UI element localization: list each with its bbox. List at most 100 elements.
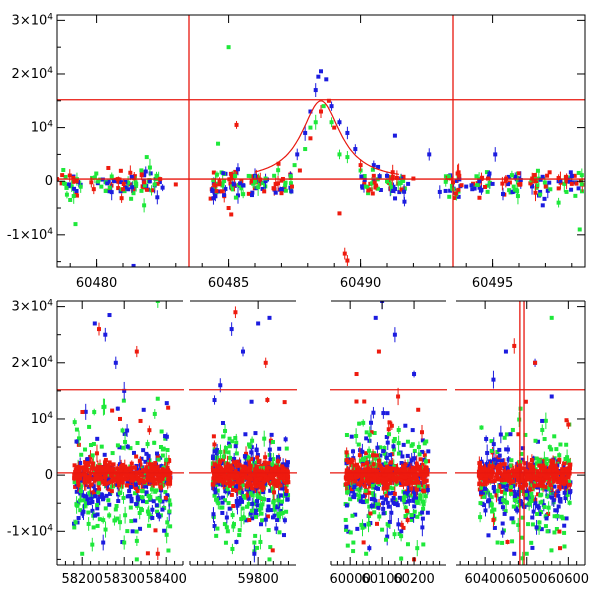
top-point-blue	[295, 152, 299, 156]
bottom-point-red	[88, 478, 92, 482]
top-point-red	[345, 259, 349, 263]
bottom-point-green	[349, 530, 353, 534]
bottom-point-blue	[562, 524, 566, 528]
bottom-point-red	[110, 479, 114, 483]
bottom-point-blue	[385, 411, 389, 415]
bottom-point-blue	[565, 516, 569, 520]
bottom-point-green	[280, 500, 284, 504]
bottom-point-blue	[213, 398, 217, 402]
bottom-point-red	[375, 453, 379, 457]
bottom-point-blue	[225, 516, 229, 520]
top-point-red	[89, 180, 93, 184]
bottom-point-red	[134, 455, 138, 459]
bottom-point-blue	[408, 462, 412, 466]
bottom-point-green	[125, 529, 129, 533]
bottom-point-blue	[403, 424, 407, 428]
bottom-point-red	[271, 548, 275, 552]
bottom-point-green	[387, 432, 391, 436]
bottom-point-blue	[488, 459, 492, 463]
bottom-point-red	[138, 459, 142, 463]
bottom-point-green	[153, 412, 157, 416]
bottom-point-green	[361, 421, 365, 425]
top-point-red	[106, 166, 110, 170]
bottom-point-blue	[411, 499, 415, 503]
bottom-point-green	[529, 541, 533, 545]
bottom-point-red	[541, 484, 545, 488]
bottom-point-red	[121, 463, 125, 467]
bottom-point-green	[86, 510, 90, 514]
top-point-green	[444, 180, 448, 184]
bottom-point-green	[230, 439, 234, 443]
top-point-green	[548, 187, 552, 191]
bottom-point-green	[223, 522, 227, 526]
top-point-blue	[479, 189, 483, 193]
bottom-point-red	[479, 474, 483, 478]
bottom-point-red	[116, 478, 120, 482]
bottom-point-blue	[142, 408, 146, 412]
bottom-point-blue	[221, 421, 225, 425]
top-point-blue	[289, 189, 293, 193]
bottom-point-green	[166, 448, 170, 452]
bottom-point-green	[387, 524, 391, 528]
top-point-green	[65, 193, 69, 197]
bottom-point-red	[503, 462, 507, 466]
bottom-point-green	[524, 493, 528, 497]
top-point-green	[364, 185, 368, 189]
bottom-point-red	[478, 469, 482, 473]
bottom-point-blue	[364, 436, 368, 440]
bottom-point-red	[286, 477, 290, 481]
bottom-point-blue	[235, 504, 239, 508]
top-point-red	[454, 191, 458, 195]
bottom-point-green	[92, 410, 96, 414]
model-curve	[255, 101, 399, 175]
bottom-point-red	[403, 462, 407, 466]
bottom-point-green	[96, 524, 100, 528]
bottom-point-red	[216, 478, 220, 482]
bottom-point-blue	[275, 518, 279, 522]
bottom-point-red	[550, 459, 554, 463]
bottom-point-red	[135, 350, 139, 354]
bottom-point-green	[561, 516, 565, 520]
bottom-point-green	[252, 541, 256, 545]
bottom-point-red	[160, 477, 164, 481]
bottom-point-green	[230, 547, 234, 551]
bottom-point-blue	[389, 511, 393, 515]
bottom-point-green	[418, 452, 422, 456]
top-point-green	[385, 179, 389, 183]
bottom-point-green	[262, 497, 266, 501]
bottom-point-blue	[402, 443, 406, 447]
bottom-point-red	[109, 468, 113, 472]
top-point-red	[373, 180, 377, 184]
bottom-point-blue	[483, 487, 487, 491]
top-point-red	[456, 188, 460, 192]
bottom-point-green	[135, 539, 139, 543]
bottom-point-green	[222, 455, 226, 459]
bottom-point-blue	[243, 454, 247, 458]
top-point-blue	[385, 174, 389, 178]
bottom-point-blue	[344, 525, 348, 529]
bottom-point-green	[258, 540, 262, 544]
bottom-point-red	[539, 473, 543, 477]
top-point-blue	[316, 75, 320, 79]
bottom-point-blue	[284, 437, 288, 441]
top-point-green	[99, 185, 103, 189]
bottom-point-blue	[162, 529, 166, 533]
top-x-tick-label: 60490	[340, 276, 381, 291]
bottom-point-green	[74, 520, 78, 524]
bottom-point-blue	[492, 442, 496, 446]
bottom-point-green	[254, 515, 258, 519]
bottom-point-red	[273, 466, 277, 470]
bottom-point-red	[393, 492, 397, 496]
bottom-point-red	[77, 466, 81, 470]
top-point-red	[570, 182, 574, 186]
top-point-green	[73, 222, 77, 226]
bottom-point-green	[525, 552, 529, 556]
top-point-red	[60, 173, 64, 177]
bottom-point-blue	[211, 456, 215, 460]
bottom-point-red	[99, 476, 103, 480]
bottom-point-blue	[85, 457, 89, 461]
bottom-point-blue	[116, 407, 120, 411]
bottom-point-red	[413, 476, 417, 480]
bottom-point-green	[397, 428, 401, 432]
